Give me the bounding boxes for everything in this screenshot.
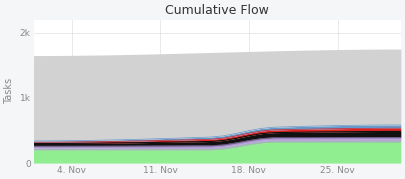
- Y-axis label: Tasks: Tasks: [4, 78, 14, 105]
- Title: Cumulative Flow: Cumulative Flow: [165, 4, 269, 17]
